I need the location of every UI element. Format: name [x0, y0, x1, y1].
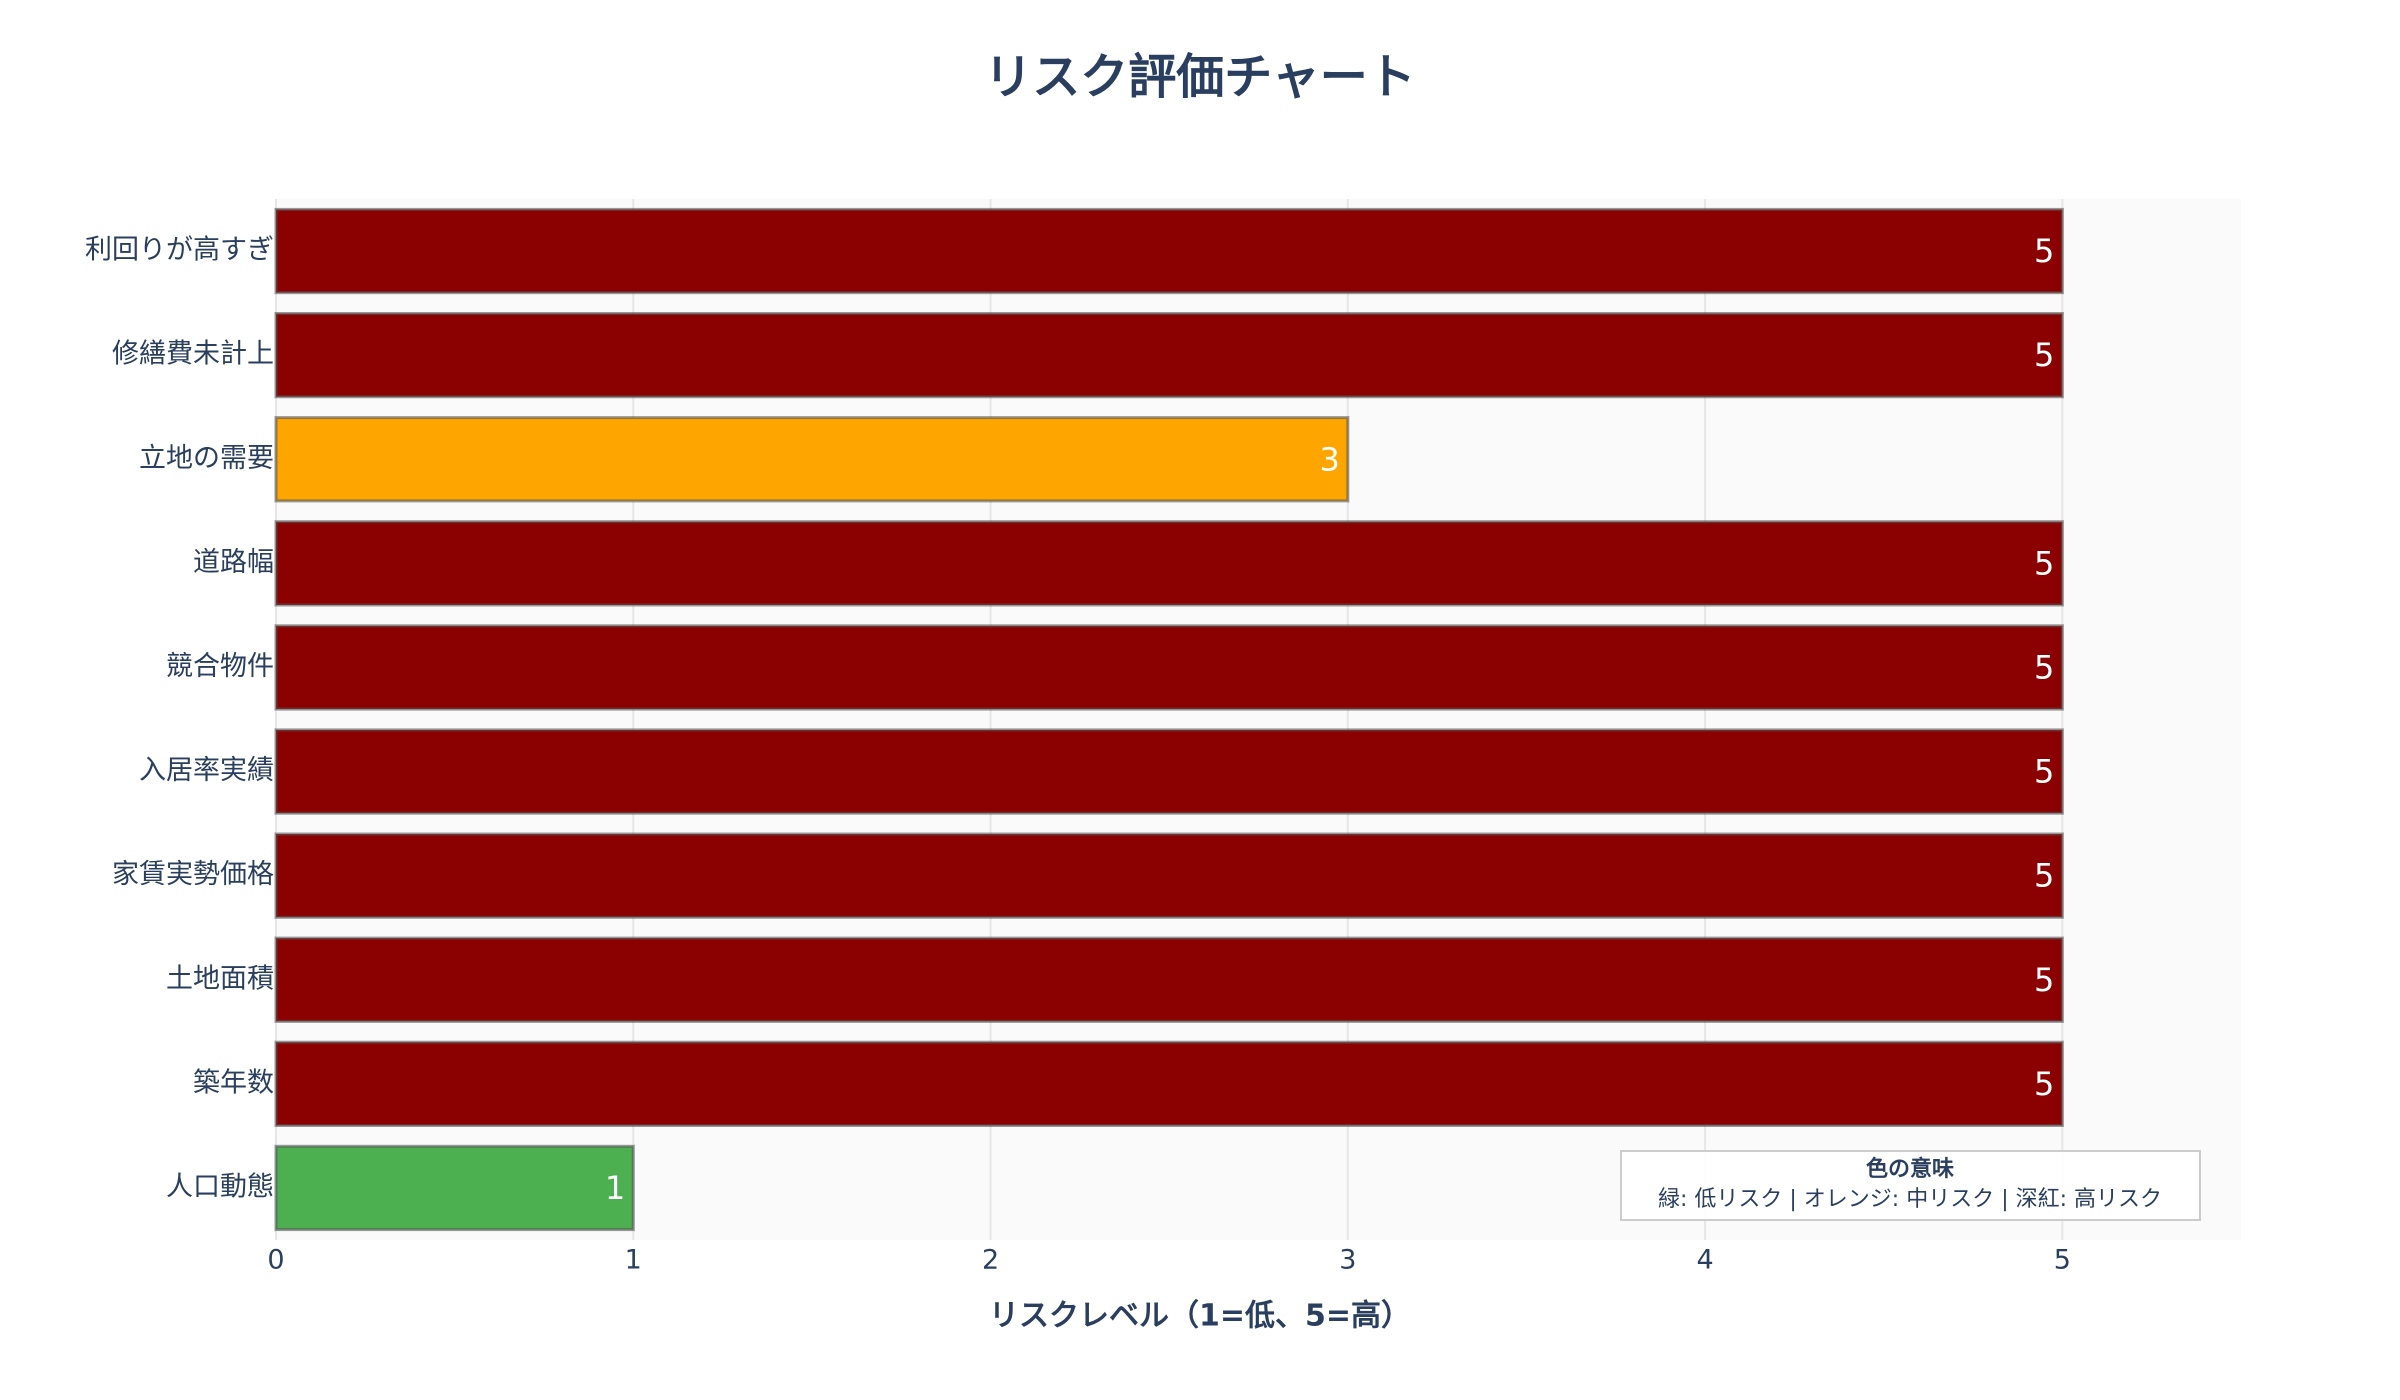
- bar: [274, 207, 2064, 295]
- data-label: 5: [2034, 961, 2054, 999]
- data-label: 3: [1319, 440, 1339, 478]
- annotation-text: 緑: 低リスク | オレンジ: 中リスク | 深紅: 高リスク: [1658, 1187, 2162, 1212]
- bar: [274, 1040, 2064, 1127]
- bar: [274, 624, 2064, 711]
- y-tick-label: 土地面積: [166, 963, 274, 994]
- bar: [274, 312, 2064, 399]
- y-tick-label: 家賃実勢価格: [112, 859, 274, 890]
- bar: [274, 520, 2064, 607]
- annotation-box: [1620, 1150, 2201, 1221]
- bar: [274, 936, 2064, 1023]
- x-tick-label: 3: [1339, 1245, 1356, 1276]
- data-label: 5: [2034, 336, 2054, 374]
- x-tick-label: 4: [1696, 1245, 1713, 1276]
- x-tick-label: 1: [625, 1245, 642, 1276]
- data-label: 5: [2034, 753, 2054, 791]
- chart-title: リスク評価チャート: [984, 49, 1416, 105]
- bar: [274, 728, 2064, 815]
- data-label: 5: [2034, 648, 2054, 686]
- y-tick-label: 競合物件: [166, 651, 274, 682]
- data-label: 5: [2034, 232, 2054, 270]
- annotation-title: 色の意味: [1866, 1156, 1954, 1182]
- data-label: 5: [2034, 857, 2054, 895]
- x-tick-label: 5: [2054, 1245, 2071, 1276]
- data-label: 5: [2034, 544, 2054, 582]
- y-tick-label: 入居率実績: [139, 755, 274, 786]
- x-axis-title: リスクレベル（1=低、5=高）: [989, 1299, 1411, 1334]
- y-tick-label: 修繕費未計上: [112, 339, 274, 370]
- data-label: 5: [2034, 1065, 2054, 1103]
- y-tick-label: 利回りが高すぎ: [85, 235, 274, 266]
- bar: [274, 832, 2064, 919]
- bar: [274, 1144, 635, 1232]
- x-tick-label: 2: [982, 1245, 999, 1276]
- y-tick-label: 道路幅: [193, 547, 274, 578]
- x-tick-label: 0: [267, 1245, 284, 1276]
- data-label: 1: [605, 1169, 625, 1207]
- bar: [274, 416, 1350, 503]
- y-tick-label: 立地の需要: [139, 443, 274, 474]
- y-tick-label: 築年数: [193, 1067, 274, 1098]
- y-tick-label: 人口動態: [166, 1171, 274, 1202]
